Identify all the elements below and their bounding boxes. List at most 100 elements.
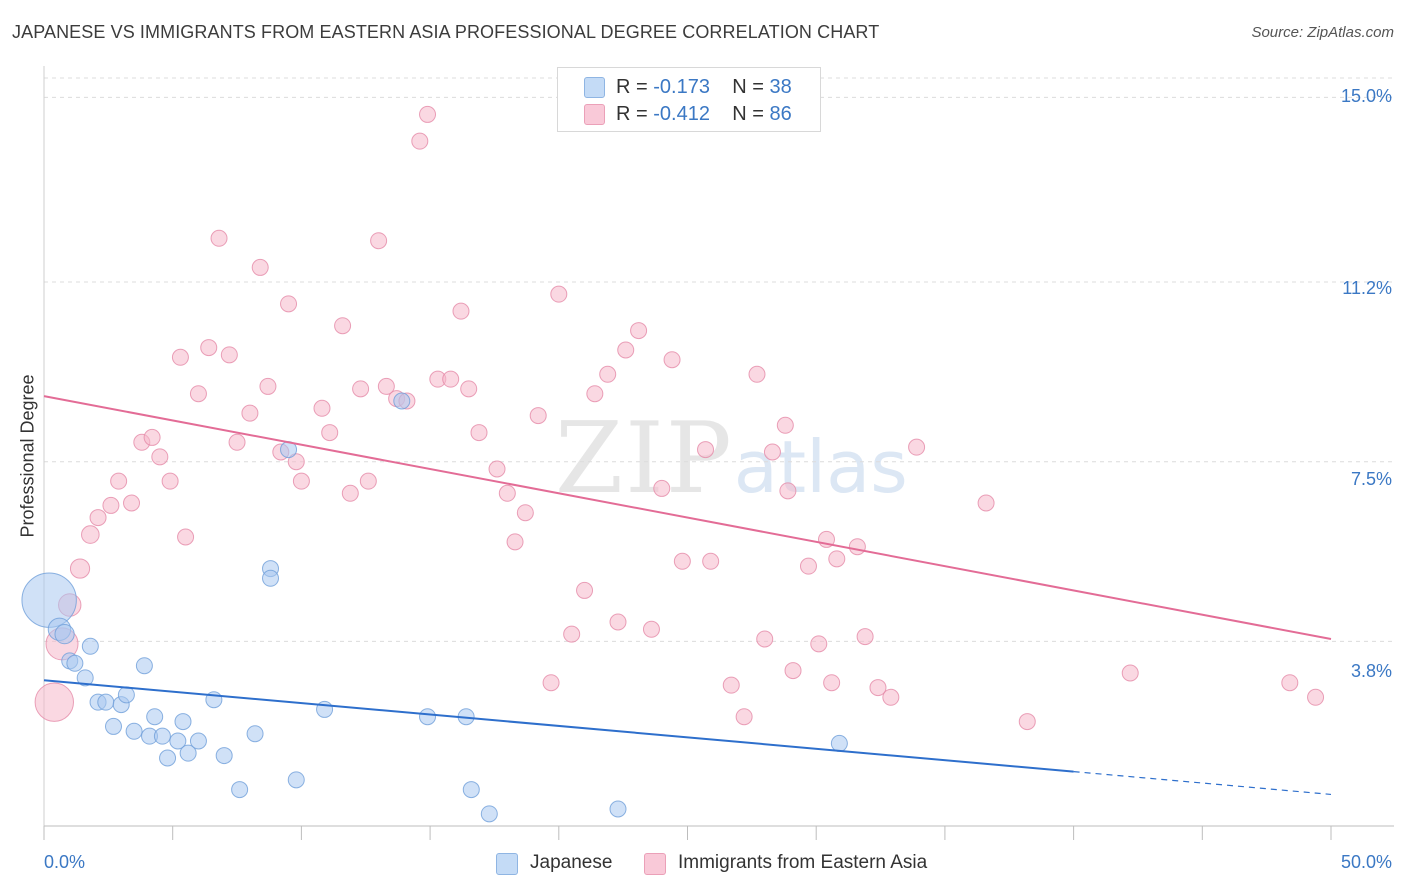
eastern-asia-point — [1121, 664, 1139, 682]
legend-label: Immigrants from Eastern Asia — [678, 852, 928, 873]
eastern-asia-point — [550, 285, 568, 303]
eastern-asia-point — [460, 380, 478, 398]
n-value: 38 — [769, 76, 792, 98]
eastern-asia-point — [828, 550, 846, 568]
japanese-point — [135, 657, 153, 675]
eastern-asia-point — [722, 676, 740, 694]
eastern-asia-point — [241, 404, 259, 422]
eastern-asia-swatch — [644, 853, 666, 875]
eastern-asia-swatch — [584, 104, 605, 125]
x-tick-label-min: 0.0% — [44, 852, 86, 872]
eastern-asia-point — [177, 528, 195, 546]
y-axis-label: Professional Degree — [17, 374, 38, 538]
japanese-point — [262, 569, 280, 587]
japanese-point — [393, 392, 411, 410]
japanese-point — [117, 686, 135, 704]
eastern-asia-point — [287, 453, 305, 471]
y-tick-label: 15.0% — [1340, 86, 1392, 106]
eastern-asia-point — [908, 438, 926, 456]
eastern-asia-point — [341, 484, 359, 502]
eastern-asia-point — [228, 433, 246, 451]
japanese-point — [419, 708, 437, 726]
eastern-asia-point — [488, 460, 506, 478]
eastern-asia-point — [151, 448, 169, 466]
axes — [43, 66, 1394, 840]
eastern-asia-point — [110, 472, 128, 490]
eastern-asia-point — [882, 688, 900, 706]
eastern-asia-point — [1281, 674, 1299, 692]
r-value: -0.412 — [653, 103, 710, 125]
eastern-asia-point — [848, 538, 866, 556]
eastern-asia-point — [663, 351, 681, 369]
eastern-asia-point — [334, 317, 352, 335]
eastern-asia-point — [673, 552, 691, 570]
japanese-point — [146, 708, 164, 726]
n-label: N = — [732, 103, 770, 125]
eastern-asia-point — [586, 385, 604, 403]
eastern-asia-point — [352, 380, 370, 398]
eastern-asia-point — [756, 630, 774, 648]
japanese-point — [76, 669, 94, 687]
y-tick-label: 11.2% — [1342, 278, 1392, 298]
x-tick-label-max: 50.0% — [1340, 852, 1392, 872]
eastern-asia-point — [161, 472, 179, 490]
gridlines — [44, 77, 1394, 642]
eastern-asia-point — [102, 496, 120, 514]
watermark-atlas: atlas — [733, 425, 908, 509]
eastern-asia-point — [313, 399, 331, 417]
y-tick-label: 7.5% — [1350, 469, 1392, 489]
eastern-asia-point — [143, 428, 161, 446]
japanese-point — [480, 805, 498, 823]
eastern-asia-point — [617, 341, 635, 359]
eastern-asia-point — [89, 509, 107, 527]
eastern-asia-point — [210, 229, 228, 247]
eastern-asia-point — [498, 484, 516, 502]
japanese-trend-line — [43, 679, 1074, 773]
y-tick-label: 3.8% — [1350, 661, 1392, 681]
legend-label: Japanese — [530, 852, 613, 873]
eastern-asia-point — [34, 682, 74, 722]
eastern-asia-point — [735, 708, 753, 726]
japanese-point — [174, 713, 192, 731]
japanese-swatch — [584, 77, 605, 98]
eastern-asia-point — [869, 679, 887, 697]
eastern-asia-point — [292, 472, 310, 490]
eastern-asia-point — [653, 479, 671, 497]
japanese-point — [153, 727, 171, 745]
japanese-point — [66, 654, 84, 672]
trend-lines — [43, 395, 1332, 796]
japanese-point — [125, 722, 143, 740]
eastern-asia-point — [977, 494, 995, 512]
eastern-asia-point — [452, 302, 470, 320]
eastern-asia-point — [442, 370, 460, 388]
eastern-asia-trend-line — [43, 395, 1332, 640]
japanese-point — [169, 732, 187, 750]
eastern-asia-point — [702, 552, 720, 570]
eastern-asia-point — [784, 662, 802, 680]
eastern-asia-point — [642, 620, 660, 638]
japanese-point — [830, 734, 848, 752]
eastern-asia-point — [377, 377, 395, 395]
eastern-asia-point — [563, 625, 581, 643]
eastern-asia-point — [370, 232, 388, 250]
eastern-asia-point — [630, 322, 648, 340]
japanese-point — [215, 747, 233, 765]
r-value: -0.173 — [653, 76, 710, 98]
japanese-point — [287, 771, 305, 789]
stats-legend: R = -0.173 N = 38 R = -0.412 N = 86 — [557, 67, 821, 132]
japanese-point — [246, 725, 264, 743]
chart-title: JAPANESE VS IMMIGRANTS FROM EASTERN ASIA… — [12, 22, 880, 42]
watermark: ZIPatlas — [555, 402, 908, 516]
eastern-asia-point — [609, 613, 627, 631]
eastern-asia-point — [810, 635, 828, 653]
japanese-point — [104, 717, 122, 735]
japanese-point — [189, 732, 207, 750]
eastern-asia-point — [697, 441, 715, 459]
japanese-swatch — [496, 853, 518, 875]
eastern-asia-point — [776, 416, 794, 434]
n-label: N = — [732, 76, 770, 98]
eastern-asia-point — [779, 482, 797, 500]
source-label: Source: ZipAtlas.com — [1251, 24, 1394, 41]
eastern-asia-point — [823, 674, 841, 692]
